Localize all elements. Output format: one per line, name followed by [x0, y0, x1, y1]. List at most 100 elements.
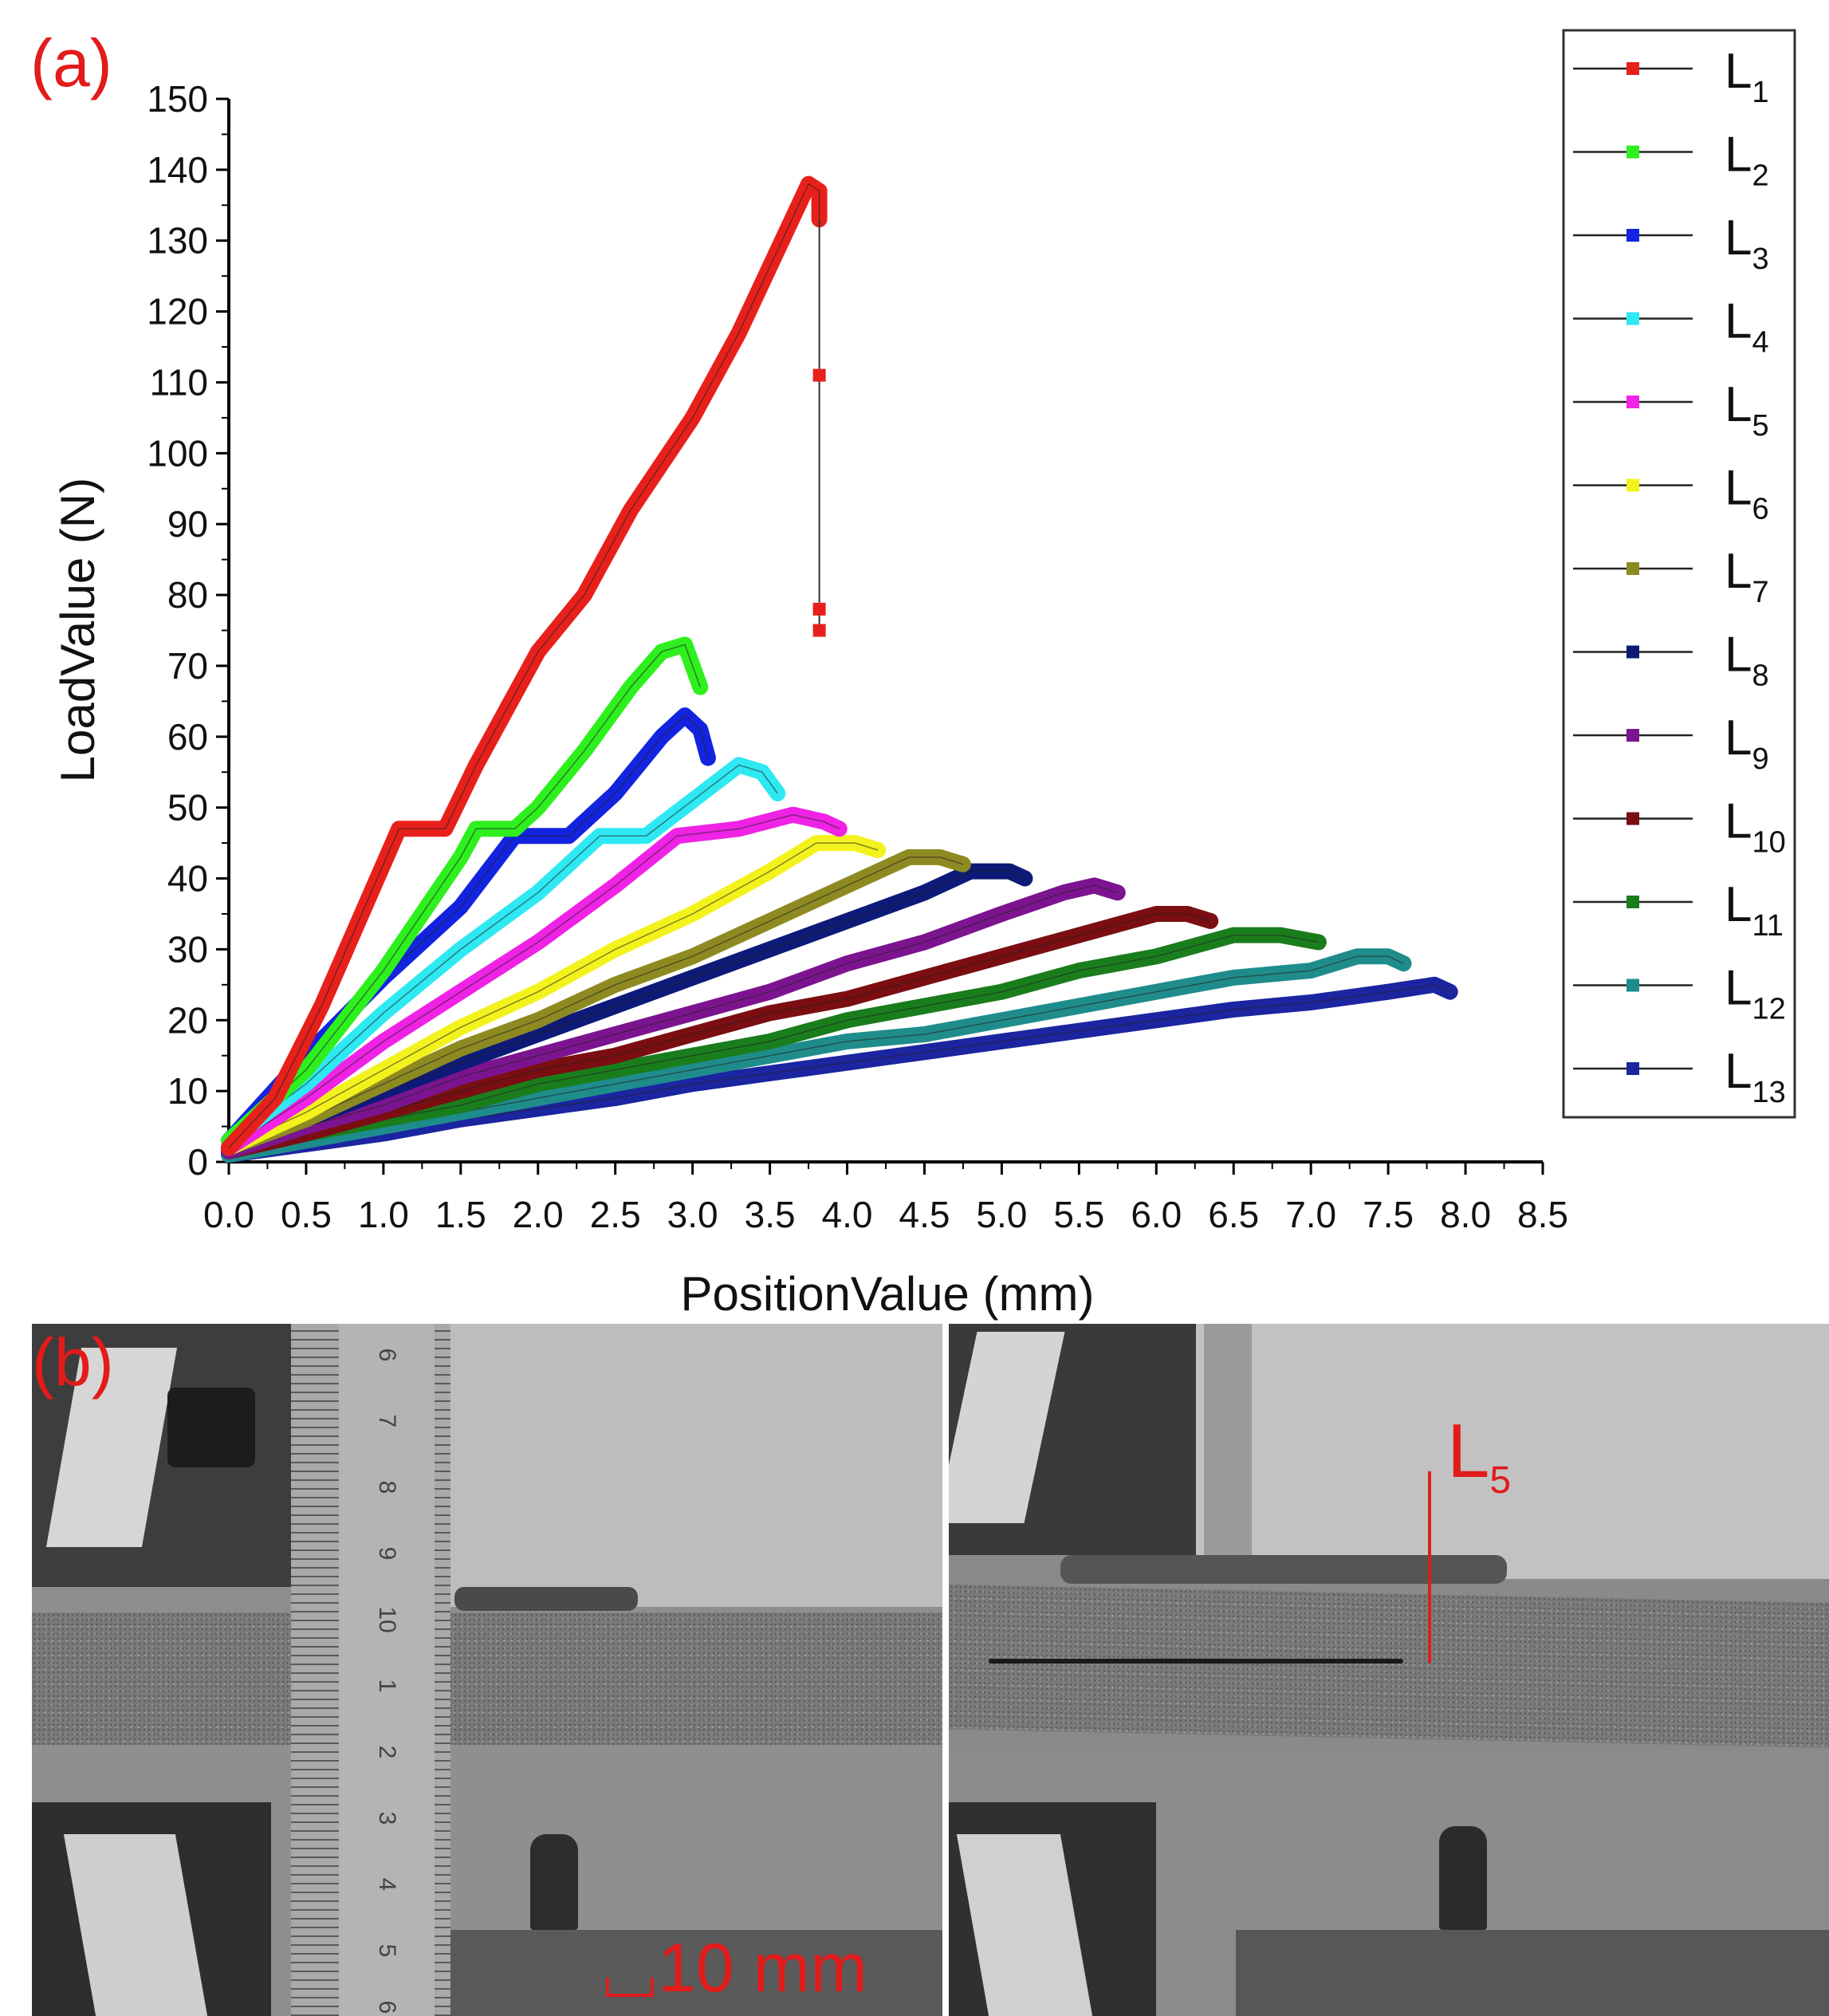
x-tick-label: 0.5 — [281, 1194, 332, 1235]
legend-label: L2 — [1725, 128, 1769, 193]
lower-knob — [530, 1834, 578, 1930]
legend-label-subscript: 8 — [1752, 660, 1768, 693]
specimen-beam — [32, 1612, 942, 1745]
legend-marker — [1626, 896, 1639, 908]
legend-label-letter: L — [1725, 377, 1752, 432]
series-thin-line — [228, 842, 879, 1148]
legend-label-subscript: 4 — [1752, 326, 1768, 360]
legend-label-letter: L — [1725, 961, 1752, 1016]
scale-bar-label: 10 mm — [658, 1930, 867, 2006]
y-tick-label: 10 — [167, 1070, 208, 1112]
legend-label-letter: L — [1725, 128, 1752, 183]
ruler-scale: 6 7 8 9 10 1 2 3 4 5 6 — [339, 1324, 435, 2016]
y-tick-label: 120 — [147, 291, 208, 333]
y-tick-label: 20 — [167, 999, 208, 1041]
legend-label-letter: L — [1725, 211, 1752, 266]
y-tick-label: 130 — [147, 220, 208, 262]
legend-marker — [1626, 729, 1639, 742]
x-axis-label: PositionValue (mm) — [680, 1267, 1094, 1321]
legend-label-letter: L — [1725, 794, 1752, 849]
legend-label: L8 — [1725, 628, 1769, 693]
x-tick-label: 7.5 — [1363, 1194, 1414, 1235]
x-tick-label: 0.0 — [203, 1194, 254, 1235]
legend-label: L11 — [1725, 877, 1784, 943]
y-tick-label: 150 — [147, 78, 208, 120]
legend-marker — [1626, 478, 1639, 492]
x-tick-label: 2.5 — [590, 1194, 641, 1235]
legend-label-subscript: 3 — [1752, 242, 1768, 276]
y-axis-label: LoadValue (N) — [51, 478, 104, 782]
legend-label: L6 — [1725, 461, 1769, 526]
legend-marker — [1626, 562, 1639, 575]
y-tick-label: 60 — [167, 716, 208, 758]
legend-label: L3 — [1725, 211, 1769, 276]
ruler-number: 6 — [374, 2000, 400, 2014]
y-tick-label: 90 — [167, 503, 208, 545]
drop-point-marker — [812, 368, 826, 382]
x-tick-label: 3.5 — [745, 1194, 796, 1235]
legend-marker — [1626, 978, 1639, 992]
legend-label-letter: L — [1725, 711, 1752, 766]
legend-label-letter: L — [1725, 1044, 1752, 1099]
legend-label-letter: L — [1725, 877, 1752, 932]
legend-marker — [1626, 229, 1639, 242]
upper-column — [1204, 1324, 1252, 1579]
y-tick-label: 30 — [167, 928, 208, 970]
y-tick-label: 100 — [147, 432, 208, 474]
x-ticks: 0.0 0.5 1.0 1.5 2.0 2.5 3.0 3.5 4.0 4.5 5.0 5.5 6.0 6… — [203, 1162, 1568, 1235]
lower-table — [446, 1930, 942, 2016]
legend-label-letter: L — [1725, 461, 1752, 516]
legend-label: L9 — [1725, 711, 1769, 776]
legend-marker — [1626, 812, 1639, 825]
legend-label-subscript: 5 — [1752, 409, 1768, 443]
x-tick-label: 4.5 — [899, 1194, 950, 1235]
drop-point-marker — [812, 602, 826, 616]
legend-label-subscript: 13 — [1752, 1076, 1785, 1109]
deformed-specimen-beam — [949, 1584, 1829, 1748]
x-tick-label: 5.0 — [976, 1194, 1027, 1235]
x-tick-label: 1.0 — [358, 1194, 409, 1235]
legend-marker — [1626, 145, 1639, 159]
photo-after-delamination: L5 — [949, 1324, 1829, 2016]
legend-marker — [1626, 396, 1639, 408]
x-tick-label: 5.5 — [1053, 1194, 1104, 1235]
series-thin-line — [228, 813, 840, 1148]
legend-label-subscript: 12 — [1752, 993, 1785, 1026]
legend-label-subscript: 6 — [1752, 493, 1768, 526]
specimen-photo-panel: 6 7 8 9 10 1 2 3 4 5 6 10 mm — [32, 1324, 1829, 2016]
delamination-crack — [989, 1659, 1403, 1664]
y-tick-label: 0 — [187, 1141, 208, 1183]
y-tick-label: 40 — [167, 858, 208, 900]
legend-label-subscript: 11 — [1752, 909, 1783, 943]
legend-label-letter: L — [1725, 628, 1752, 683]
legend-label-subscript: 1 — [1752, 76, 1768, 109]
drop-point-marker — [812, 624, 826, 637]
legend-label-letter: L — [1725, 544, 1752, 599]
series-thin-line — [228, 764, 778, 1141]
series-thin-line — [228, 884, 1119, 1152]
x-tick-label: 2.0 — [513, 1194, 564, 1235]
legend-label: L5 — [1725, 377, 1769, 443]
legend-label-subscript: 2 — [1752, 159, 1768, 193]
legend-label-letter: L — [1725, 44, 1752, 99]
x-tick-label: 8.5 — [1517, 1194, 1568, 1235]
legend-label: L10 — [1725, 794, 1786, 860]
y-tick-label: 50 — [167, 787, 208, 829]
lower-knob — [1439, 1826, 1487, 1930]
upper-roller — [167, 1388, 255, 1467]
legend-label: L12 — [1725, 961, 1786, 1026]
crack-annotation-label: L5 — [1447, 1412, 1511, 1521]
legend-marker — [1626, 62, 1639, 75]
crack-annotation-letter: L — [1447, 1408, 1490, 1494]
load-position-chart: (a) 0.0 0.5 1.0 1.5 2.0 2.5 3.0 3.5 4.0 4.5 5.0 5.5… — [30, 26, 1796, 1321]
series-thin-line — [228, 183, 820, 1148]
upper-background — [1196, 1324, 1829, 1579]
panel-a-label: (a) — [30, 26, 112, 100]
x-tick-label: 4.0 — [822, 1194, 873, 1235]
crack-tip-marker — [1428, 1471, 1431, 1663]
x-tick-label: 3.0 — [667, 1194, 718, 1235]
legend-marker — [1626, 1062, 1639, 1075]
legend-label-subscript: 10 — [1752, 826, 1785, 860]
y-tick-label: 140 — [147, 149, 208, 191]
upper-pin — [1060, 1555, 1507, 1584]
